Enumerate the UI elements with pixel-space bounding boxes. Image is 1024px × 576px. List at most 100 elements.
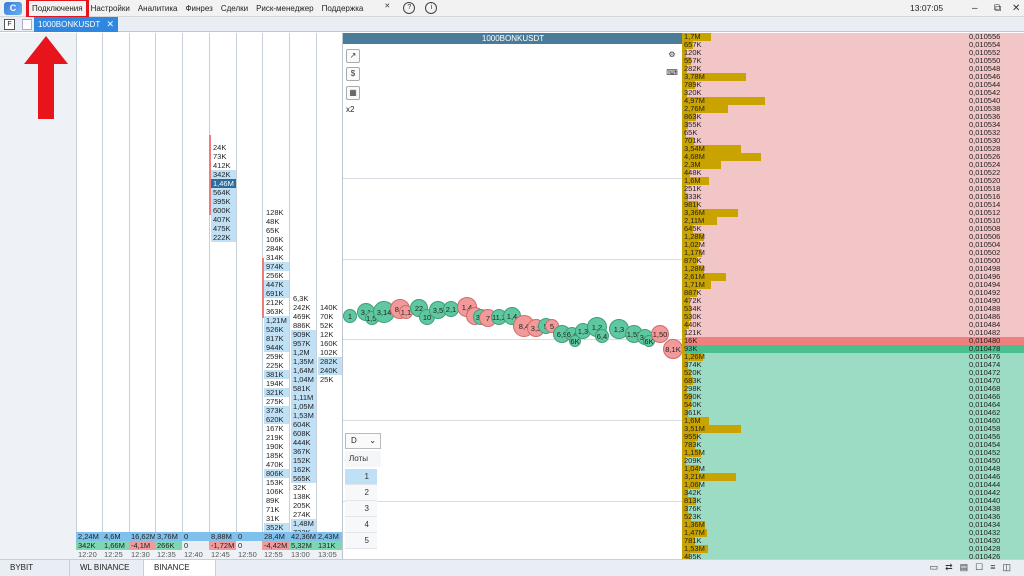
tab-binance[interactable]: BINANCE <box>144 560 216 576</box>
trade-bubble[interactable]: 1,50 <box>651 325 669 343</box>
ladder-row[interactable]: 887K 0,010492 <box>682 289 1024 297</box>
menu-risk-manager[interactable]: Риск-менеджер <box>256 3 314 13</box>
ladder-row[interactable]: 520K 0,010472 <box>682 369 1024 377</box>
ladder-row[interactable]: 981K 0,010514 <box>682 201 1024 209</box>
ladder-row[interactable]: 209K 0,010450 <box>682 457 1024 465</box>
ladder-row[interactable]: 540K 0,010464 <box>682 401 1024 409</box>
ladder-row[interactable]: 65K 0,010532 <box>682 129 1024 137</box>
ladder-row[interactable]: 448K 0,010522 <box>682 169 1024 177</box>
ladder-row[interactable]: 2,11M 0,010510 <box>682 217 1024 225</box>
ladder-row[interactable]: 781K 0,010430 <box>682 537 1024 545</box>
close-window-icon[interactable]: ✕ <box>1012 3 1021 14</box>
ladder-row[interactable]: 1,02M 0,010504 <box>682 241 1024 249</box>
ladder-row[interactable]: 1,36M 0,010434 <box>682 521 1024 529</box>
calculator-icon[interactable]: ▦ <box>346 86 360 100</box>
tab-wl-binance[interactable]: WL BINANCE <box>70 560 144 576</box>
ladder-row[interactable]: 3,78M 0,010546 <box>682 73 1024 81</box>
draw-tool-icon[interactable]: ↗ <box>346 49 360 63</box>
trade-bubble[interactable]: 8,1K <box>663 339 683 359</box>
chart-area[interactable]: 1000BONKUSDT ↗ $ ▦ ⚙ ⌨ x2 13,11,573,148,… <box>342 33 683 559</box>
menu-analytics[interactable]: Аналитика <box>137 3 178 13</box>
ladder-row[interactable]: 783K 0,010454 <box>682 441 1024 449</box>
tab-1000bonkusdt[interactable]: 1000BONKUSDT ✕ <box>34 17 118 32</box>
ladder-row[interactable]: 1,6M 0,010520 <box>682 177 1024 185</box>
ladder-row[interactable]: 333K 0,010516 <box>682 193 1024 201</box>
ladder-row[interactable]: 2,76M 0,010538 <box>682 105 1024 113</box>
ladder-row[interactable]: 342K 0,010442 <box>682 489 1024 497</box>
ladder-row[interactable]: 683K 0,010470 <box>682 377 1024 385</box>
ladder-row[interactable]: 93K 0,010478 <box>682 345 1024 353</box>
ladder-row[interactable]: 1,71M 0,010494 <box>682 281 1024 289</box>
trade-bubble[interactable]: 6,4 <box>595 329 609 343</box>
ladder-row[interactable]: 1,28M 0,010506 <box>682 233 1024 241</box>
ladder-row[interactable]: 1,15M 0,010452 <box>682 449 1024 457</box>
ladder-row[interactable]: 355K 0,010534 <box>682 121 1024 129</box>
ladder-row[interactable]: 1,28M 0,010498 <box>682 265 1024 273</box>
ladder-row[interactable]: 1,53M 0,010428 <box>682 545 1024 553</box>
lot-option-4[interactable]: 4 <box>345 517 377 533</box>
trade-bubble[interactable]: 6K <box>569 335 581 347</box>
ladder-row[interactable]: 3,51M 0,010458 <box>682 425 1024 433</box>
info-icon[interactable]: i <box>425 2 438 14</box>
tab-bybit[interactable]: BYBIT <box>0 560 70 576</box>
ladder-row[interactable]: 870K 0,010500 <box>682 257 1024 265</box>
price-ladder[interactable]: 1,7M 0,010556 657K 0,010554 120K 0,010552 557K… <box>682 33 1024 561</box>
ladder-row[interactable]: 374K 0,010474 <box>682 361 1024 369</box>
menu-settings[interactable]: Настройки <box>90 3 130 13</box>
ladder-row[interactable]: 590K 0,010466 <box>682 393 1024 401</box>
ladder-row[interactable]: 472K 0,010490 <box>682 297 1024 305</box>
menu-finrez[interactable]: Финрез <box>185 3 213 13</box>
ladder-row[interactable]: 1,04M 0,010448 <box>682 465 1024 473</box>
ladder-row[interactable]: 1,7M 0,010556 <box>682 33 1024 41</box>
ladder-row[interactable]: 1,17M 0,010502 <box>682 249 1024 257</box>
dollar-icon[interactable]: $ <box>346 67 360 81</box>
menu-trades[interactable]: Сделки <box>220 3 249 13</box>
lot-option-3[interactable]: 3 <box>345 501 377 517</box>
ladder-row[interactable]: 530K 0,010486 <box>682 313 1024 321</box>
ladder-row[interactable]: 4,97M 0,010540 <box>682 97 1024 105</box>
menu-support[interactable]: Поддержка <box>321 3 364 13</box>
ladder-row[interactable]: 440K 0,010484 <box>682 321 1024 329</box>
ladder-row[interactable]: 645K 0,010508 <box>682 225 1024 233</box>
timeframe-select[interactable]: D ⌄ <box>345 433 381 449</box>
ladder-row[interactable]: 657K 0,010554 <box>682 41 1024 49</box>
ladder-row[interactable]: 298K 0,010468 <box>682 385 1024 393</box>
lot-option-2[interactable]: 2 <box>345 485 377 501</box>
ladder-row[interactable]: 251K 0,010518 <box>682 185 1024 193</box>
ladder-row[interactable]: 120K 0,010552 <box>682 49 1024 57</box>
ladder-row[interactable]: 789K 0,010544 <box>682 81 1024 89</box>
ladder-row[interactable]: 813K 0,010440 <box>682 497 1024 505</box>
minimize-icon[interactable]: – <box>972 3 978 14</box>
help-icon[interactable]: ? <box>403 2 416 14</box>
ladder-row[interactable]: 320K 0,010542 <box>682 89 1024 97</box>
ladder-row[interactable]: 701K 0,010530 <box>682 137 1024 145</box>
ladder-row[interactable]: 1,26M 0,010476 <box>682 353 1024 361</box>
mute-icon[interactable]: ✕ <box>384 3 391 10</box>
lot-option-1[interactable]: 1 <box>345 469 377 485</box>
ladder-row[interactable]: 16K 0,010480 <box>682 337 1024 345</box>
ladder-row[interactable]: 1,6M 0,010460 <box>682 417 1024 425</box>
tab-checkbox[interactable] <box>22 19 32 30</box>
ladder-row[interactable]: 282K 0,010548 <box>682 65 1024 73</box>
trade-bubble[interactable]: 1,3 <box>609 319 629 339</box>
ladder-row[interactable]: 534K 0,010488 <box>682 305 1024 313</box>
menu-connections[interactable]: Подключения <box>26 0 89 19</box>
restore-icon[interactable]: ⧉ <box>994 3 1002 14</box>
ladder-row[interactable]: 485K 0,010426 <box>682 553 1024 561</box>
ladder-row[interactable]: 3,54M 0,010528 <box>682 145 1024 153</box>
ladder-row[interactable]: 2,61M 0,010496 <box>682 273 1024 281</box>
lot-option-5[interactable]: 5 <box>345 533 377 549</box>
ladder-row[interactable]: 557K 0,010550 <box>682 57 1024 65</box>
gear-icon[interactable]: ⚙ <box>668 50 676 59</box>
ladder-row[interactable]: 2,3M 0,010524 <box>682 161 1024 169</box>
ladder-row[interactable]: 1,47M 0,010432 <box>682 529 1024 537</box>
ladder-row[interactable]: 1,06M 0,010444 <box>682 481 1024 489</box>
ladder-row[interactable]: 121K 0,010482 <box>682 329 1024 337</box>
close-icon[interactable]: ✕ <box>106 19 114 29</box>
ladder-row[interactable]: 863K 0,010536 <box>682 113 1024 121</box>
ladder-row[interactable]: 3,36M 0,010512 <box>682 209 1024 217</box>
keyboard-icon[interactable]: ⌨ <box>666 68 678 77</box>
trade-bubble[interactable]: 1 <box>343 309 357 323</box>
ladder-row[interactable]: 955K 0,010456 <box>682 433 1024 441</box>
tab-f-button[interactable]: F <box>4 19 15 30</box>
